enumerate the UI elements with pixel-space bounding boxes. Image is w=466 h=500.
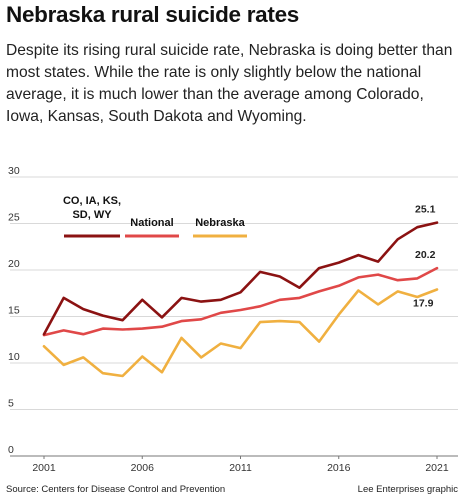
series-line-national xyxy=(42,266,439,337)
x-tick-label: 2016 xyxy=(327,462,351,474)
legend-label-nebraska: Nebraska xyxy=(195,217,245,229)
chart-title: Nebraska rural suicide rates xyxy=(6,2,300,27)
x-tick-label: 2011 xyxy=(229,462,252,474)
chart-subtitle: Despite its rising rural suicide rate, N… xyxy=(6,42,453,125)
legend-label-national: National xyxy=(130,217,173,229)
y-tick-label: 5 xyxy=(8,398,14,410)
y-tick-label: 30 xyxy=(8,165,20,177)
end-labels: 25.1 20.2 17.9 xyxy=(413,204,436,310)
series-line-nebraska xyxy=(42,288,439,378)
legend-label-co-group: SD, WY xyxy=(72,209,112,221)
legend-label-co-group: CO, IA, KS, xyxy=(63,195,121,207)
y-tick-label: 25 xyxy=(8,212,20,224)
legend: CO, IA, KS, SD, WY National Nebraska xyxy=(63,195,247,238)
end-label-co-group: 25.1 xyxy=(415,204,436,216)
end-label-national: 20.2 xyxy=(415,249,436,261)
series-lines xyxy=(42,221,439,378)
end-label-nebraska: 17.9 xyxy=(413,298,434,310)
x-tick-label: 2001 xyxy=(32,462,56,474)
series-line-co-group xyxy=(42,221,439,336)
y-tick-label: 20 xyxy=(8,258,20,270)
source-note: Source: Centers for Disease Control and … xyxy=(6,484,226,495)
y-tick-label: 15 xyxy=(8,305,20,317)
gridlines xyxy=(10,176,458,459)
y-tick-label: 0 xyxy=(8,444,14,456)
x-tick-label: 2021 xyxy=(425,462,449,474)
axis-labels: 0 5 10 15 20 25 30 2001 2006 2011 2016 2021 xyxy=(8,165,449,474)
y-tick-label: 10 xyxy=(8,351,20,363)
x-tick-label: 2006 xyxy=(131,462,155,474)
graphic-credit: Lee Enterprises graphic xyxy=(357,484,458,495)
